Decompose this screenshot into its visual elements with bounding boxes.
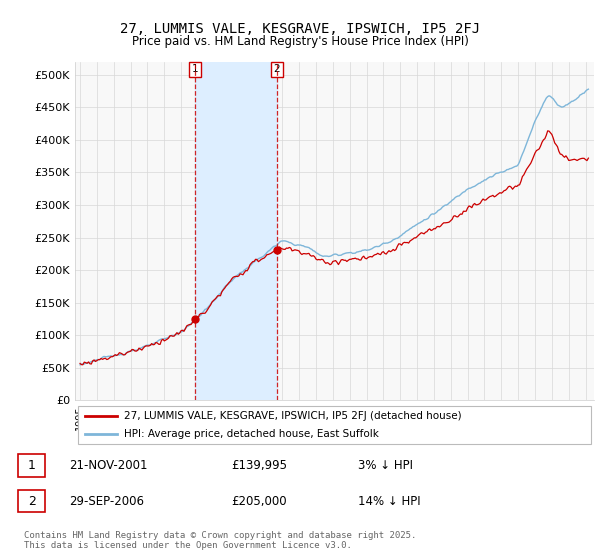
Text: 1: 1 <box>192 64 199 74</box>
Text: 29-SEP-2006: 29-SEP-2006 <box>70 494 145 508</box>
Text: Price paid vs. HM Land Registry's House Price Index (HPI): Price paid vs. HM Land Registry's House … <box>131 35 469 48</box>
Text: 3% ↓ HPI: 3% ↓ HPI <box>358 459 413 472</box>
Text: 14% ↓ HPI: 14% ↓ HPI <box>358 494 420 508</box>
Text: 2: 2 <box>28 494 35 508</box>
FancyBboxPatch shape <box>18 490 46 512</box>
FancyBboxPatch shape <box>18 454 46 477</box>
Text: 1: 1 <box>28 459 35 472</box>
Text: Contains HM Land Registry data © Crown copyright and database right 2025.
This d: Contains HM Land Registry data © Crown c… <box>24 531 416 550</box>
Text: 2: 2 <box>274 64 280 74</box>
Text: 27, LUMMIS VALE, KESGRAVE, IPSWICH, IP5 2FJ: 27, LUMMIS VALE, KESGRAVE, IPSWICH, IP5 … <box>120 22 480 36</box>
Text: £205,000: £205,000 <box>231 494 287 508</box>
Text: 27, LUMMIS VALE, KESGRAVE, IPSWICH, IP5 2FJ (detached house): 27, LUMMIS VALE, KESGRAVE, IPSWICH, IP5 … <box>124 411 462 421</box>
Text: 21-NOV-2001: 21-NOV-2001 <box>70 459 148 472</box>
FancyBboxPatch shape <box>77 406 592 444</box>
Bar <box>195 62 277 400</box>
Text: £139,995: £139,995 <box>231 459 287 472</box>
Text: HPI: Average price, detached house, East Suffolk: HPI: Average price, detached house, East… <box>124 430 379 439</box>
